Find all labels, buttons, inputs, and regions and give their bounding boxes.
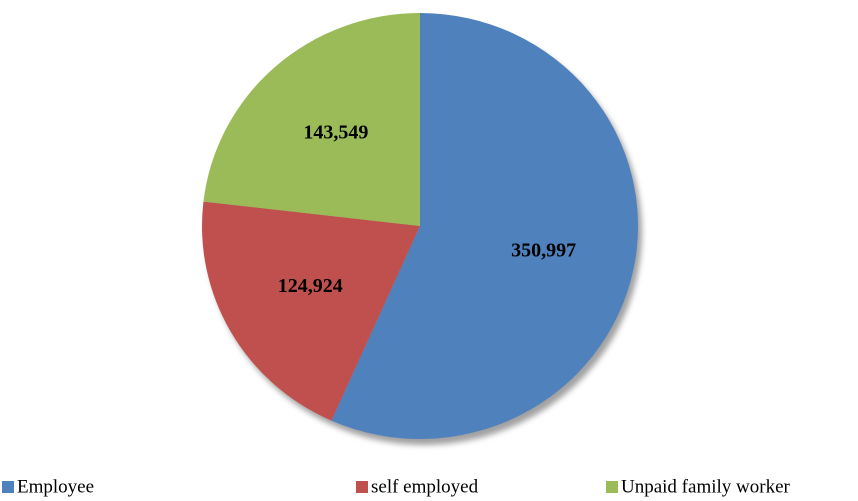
data-label: 350,997 (511, 239, 576, 261)
legend-label: Unpaid family worker (621, 476, 791, 497)
legend-swatch (2, 481, 14, 493)
pie-slice (202, 201, 420, 421)
data-label: 124,924 (278, 275, 343, 297)
data-label: 143,549 (303, 121, 368, 143)
legend-label: self employed (371, 476, 479, 497)
legend-swatch (606, 481, 618, 493)
legend-label: Employee (17, 476, 94, 497)
pie-slice (331, 13, 639, 439)
pie-slice (203, 13, 420, 226)
legend-swatch (356, 481, 368, 493)
